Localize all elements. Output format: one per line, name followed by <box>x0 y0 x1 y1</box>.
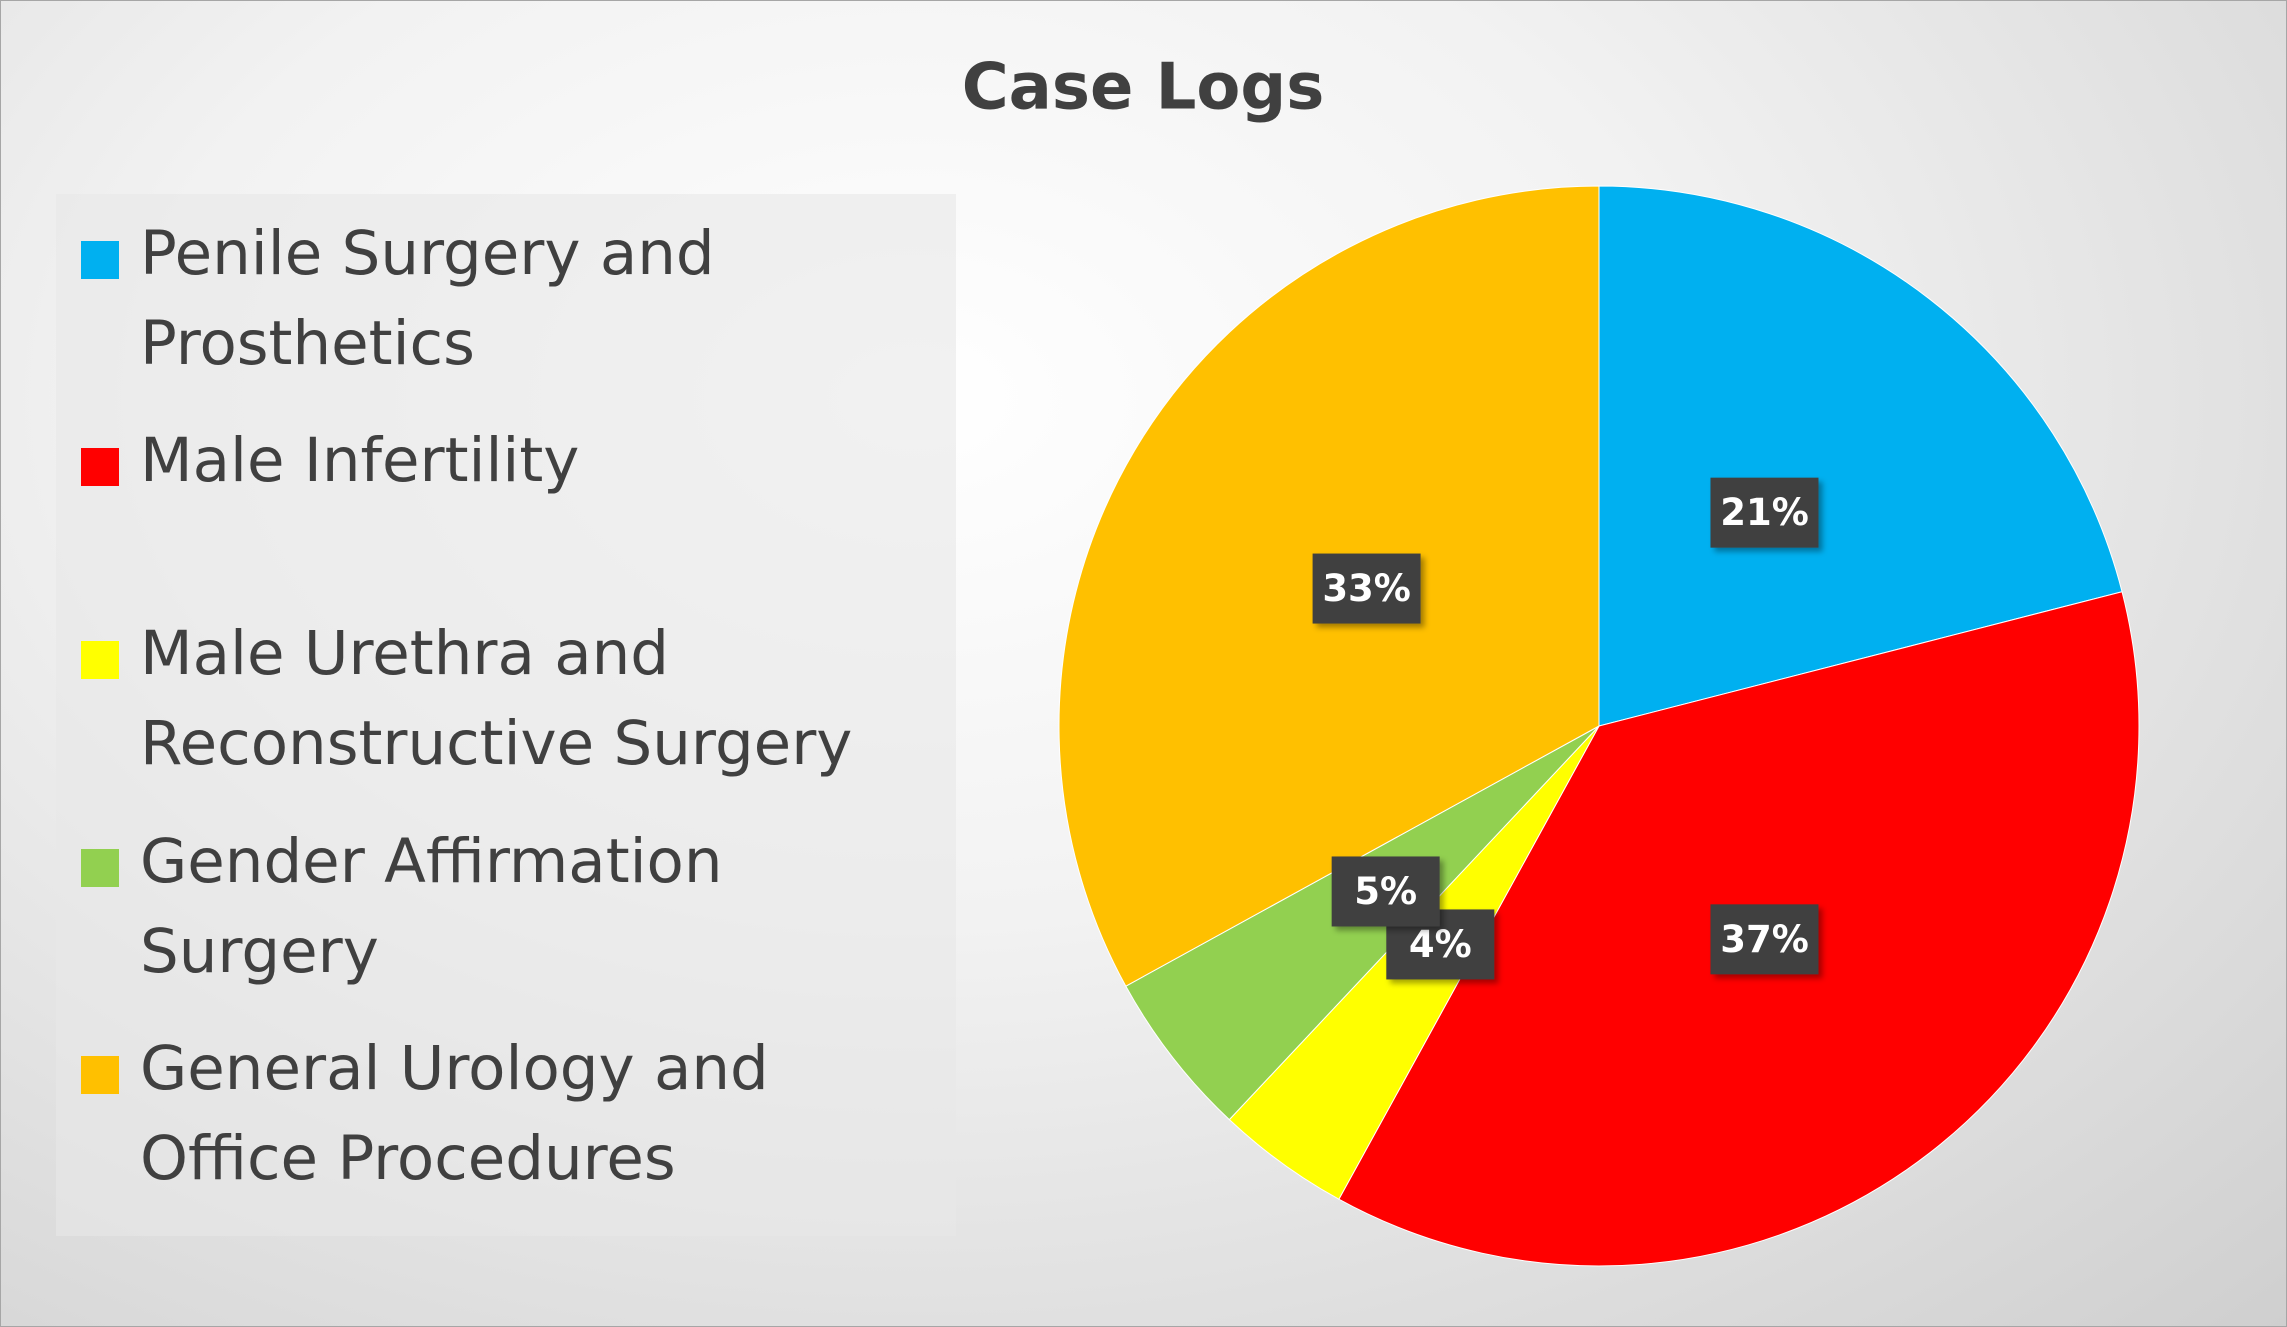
legend-label: Male Infertility <box>140 425 580 496</box>
legend-label: General Urology and Office Procedures <box>140 1033 769 1194</box>
data-label: 4% <box>1409 923 1472 966</box>
legend-swatch <box>81 241 119 279</box>
data-label-group: 37% <box>1710 904 1819 975</box>
legend-swatch <box>81 448 119 486</box>
data-label-box <box>1312 553 1421 624</box>
data-label-group: 21% <box>1710 477 1819 548</box>
legend-swatch <box>81 849 119 887</box>
data-label-group: 33% <box>1312 553 1421 624</box>
pie-slice <box>1598 185 2123 727</box>
data-label: 37% <box>1720 918 1809 961</box>
data-label-box <box>1710 904 1819 975</box>
legend: Penile Surgery and Prosthetics Male Infer… <box>56 194 956 1236</box>
data-label: 21% <box>1720 491 1809 534</box>
legend-swatch <box>81 641 119 679</box>
legend-label: Male Urethra and Reconstructive Surgery <box>140 618 853 779</box>
data-label-box <box>1331 856 1440 927</box>
legend-label: Penile Surgery and Prosthetics <box>140 218 715 379</box>
chart-title: Case Logs <box>962 51 1325 125</box>
data-label-group: 5% <box>1331 856 1440 927</box>
data-label-box <box>1710 477 1819 548</box>
data-label: 33% <box>1322 567 1411 610</box>
legend-label: Gender Affirmation Surgery <box>140 826 723 987</box>
data-label: 5% <box>1354 870 1417 913</box>
legend-swatch <box>81 1056 119 1094</box>
